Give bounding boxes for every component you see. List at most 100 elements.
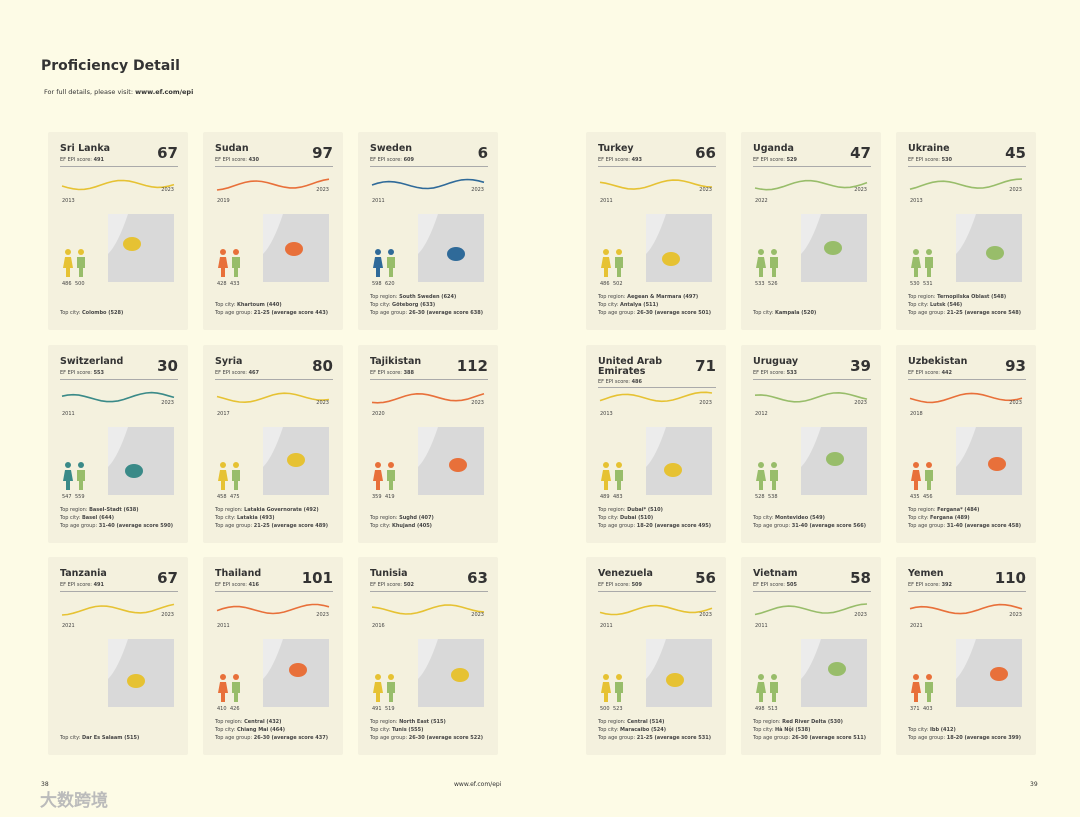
- female-body: [756, 470, 766, 490]
- country-shape: [451, 668, 469, 682]
- info-value: Dubai* (510): [627, 507, 663, 513]
- country-shape: [826, 452, 844, 466]
- score-label: EF EPI score:: [598, 379, 630, 385]
- map: [801, 639, 867, 707]
- trend-line: [599, 179, 713, 190]
- female-head: [913, 674, 919, 680]
- end-year: 2023: [854, 612, 867, 618]
- male-body: [615, 257, 623, 277]
- note-link[interactable]: www.ef.com/epi: [135, 88, 194, 96]
- trend-chart: [599, 179, 713, 190]
- start-year: 2018: [910, 411, 923, 417]
- info-value: 21-25 (average score 489): [253, 523, 329, 529]
- country-shape: [828, 662, 846, 676]
- female-head: [758, 674, 764, 680]
- info-value: 18-20 (average score 399): [946, 735, 1022, 741]
- female-body: [373, 682, 383, 702]
- info-value: Ternopilska Oblast (548): [937, 294, 1007, 300]
- female-score: 410: [217, 706, 227, 712]
- info-label: Top city:: [370, 523, 391, 529]
- gender-icons: [218, 249, 240, 277]
- country-card: Uganda 47 EF EPI score: 529 2022 2023 533 526 T…: [741, 132, 881, 330]
- score-label: EF EPI score:: [370, 370, 402, 376]
- male-head: [771, 249, 777, 255]
- info-line: Top city: Kampala (520): [753, 310, 816, 316]
- trend-line: [909, 178, 1023, 190]
- info-label: Top age group:: [908, 735, 946, 741]
- info-value: Aegean & Marmara (497): [627, 294, 699, 300]
- map-sea: [956, 427, 976, 467]
- country-shape: [986, 246, 1004, 260]
- info-line: Top age group: 31-40 (average score 458): [908, 523, 1021, 529]
- end-year: 2023: [316, 400, 329, 406]
- male-score: 419: [385, 494, 395, 500]
- male-head: [616, 674, 622, 680]
- score-line: EF EPI score: 467: [215, 370, 259, 376]
- male-body: [925, 682, 933, 702]
- info-line: Top region: Ternopilska Oblast (548): [908, 294, 1006, 300]
- info-value: Kampala (520): [775, 310, 817, 316]
- female-body: [601, 470, 611, 490]
- info-value: Red River Delta (530): [782, 719, 843, 725]
- gender-icons: [911, 249, 933, 277]
- male-body: [770, 682, 778, 702]
- info-value: Khartoum (440): [237, 302, 282, 308]
- start-year: 2011: [62, 411, 75, 417]
- male-score: 526: [768, 281, 778, 287]
- male-score: 523: [613, 706, 623, 712]
- female-head: [913, 249, 919, 255]
- map-sea: [956, 639, 976, 679]
- female-score: 428: [217, 281, 227, 287]
- end-year: 2023: [699, 187, 712, 193]
- gender-icons: [911, 674, 933, 702]
- end-year: 2023: [471, 612, 484, 618]
- divider: [753, 591, 871, 592]
- info-label: Top city:: [753, 310, 774, 316]
- start-year: 2011: [372, 198, 385, 204]
- male-head: [926, 462, 932, 468]
- female-score: 598: [372, 281, 382, 287]
- map: [108, 214, 174, 282]
- info-label: Top region:: [908, 507, 936, 513]
- info-label: Top age group:: [215, 523, 253, 529]
- rank: 80: [312, 357, 333, 375]
- score-value: 430: [248, 157, 260, 163]
- map-sea: [646, 639, 666, 679]
- start-year: 2020: [372, 411, 385, 417]
- info-label: Top city:: [60, 735, 81, 741]
- info-label: Top city:: [60, 310, 81, 316]
- info-value: 26-30 (average score 501): [636, 310, 712, 316]
- female-score: 486: [600, 281, 610, 287]
- info-line: Top city: Göteborg (633): [370, 302, 435, 308]
- country-shape: [662, 252, 680, 266]
- info-label: Top age group:: [753, 735, 791, 741]
- gender-icons: [63, 249, 85, 277]
- country-name: Thailand: [215, 568, 262, 579]
- female-head: [220, 674, 226, 680]
- country-shape: [127, 674, 145, 688]
- footer-url: www.ef.com/epi: [454, 781, 502, 788]
- gender-icons: [373, 674, 395, 702]
- info-label: Top city:: [60, 515, 81, 521]
- divider: [370, 166, 488, 167]
- male-body: [387, 682, 395, 702]
- score-line: EF EPI score: 491: [60, 582, 104, 588]
- male-head: [78, 249, 84, 255]
- female-head: [375, 674, 381, 680]
- score-value: 493: [631, 157, 643, 163]
- female-body: [218, 470, 228, 490]
- info-line: Top age group: 21-25 (average score 443): [215, 310, 328, 316]
- trend-chart: [61, 603, 175, 616]
- female-head: [220, 462, 226, 468]
- male-head: [388, 674, 394, 680]
- info-label: Top region:: [215, 719, 243, 725]
- country-name: Vietnam: [753, 568, 798, 579]
- male-body: [387, 470, 395, 490]
- end-year: 2023: [1009, 612, 1022, 618]
- info-label: Top region:: [598, 719, 626, 725]
- info-label: Top age group:: [215, 735, 253, 741]
- info-label: Top region:: [370, 515, 398, 521]
- info-line: Top city: Dar Es Salaam (515): [60, 735, 139, 741]
- end-year: 2023: [161, 400, 174, 406]
- divider: [753, 379, 871, 380]
